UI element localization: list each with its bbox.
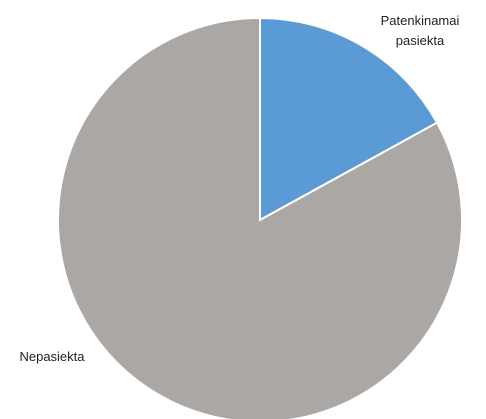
pie-slice-label-line: pasiekta (396, 33, 445, 48)
pie-slice-label-0: Patenkinamai pasiekta (381, 13, 460, 48)
pie-slice-label-line: Patenkinamai (381, 13, 460, 28)
pie-slice-label-line: Nepasiekta (19, 349, 85, 364)
pie-slice-label-1: Nepasiekta (19, 349, 85, 364)
pie-slices (57, 16, 463, 419)
pie-slice-1 (57, 16, 463, 419)
pie-slice-0 (259, 16, 439, 222)
pie-labels: Patenkinamai pasiekta Nepasiekta (19, 13, 459, 364)
